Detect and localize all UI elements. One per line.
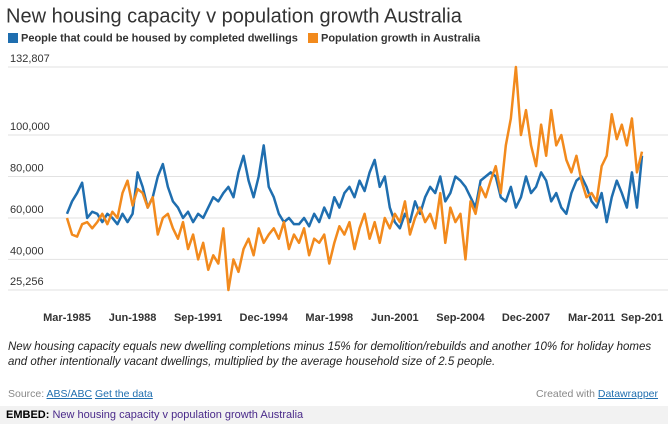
x-tick-label: Jun-2001 bbox=[371, 312, 419, 324]
y-tick-label: 40,000 bbox=[10, 245, 44, 257]
x-tick-label: Sep-1991 bbox=[174, 312, 222, 324]
source: Source: ABS/ABC Get the data bbox=[8, 388, 153, 400]
credit-link[interactable]: Datawrapper bbox=[597, 388, 658, 400]
chart: New housing capacity v population growth… bbox=[6, 5, 668, 324]
legend-swatch bbox=[8, 33, 18, 43]
x-tick-label: Dec-2007 bbox=[502, 312, 550, 324]
x-tick-label: Mar-2011 bbox=[568, 312, 615, 324]
x-tick-label: Mar-1998 bbox=[305, 312, 353, 324]
data-link[interactable]: Get the data bbox=[94, 388, 153, 400]
y-tick-label: 60,000 bbox=[10, 204, 44, 216]
y-tick-label: 100,000 bbox=[10, 121, 50, 133]
series-line bbox=[65, 144, 644, 230]
x-tick-label: Sep-201 bbox=[621, 312, 663, 324]
embed-title: New housing capacity v population growth… bbox=[52, 409, 304, 421]
source-link[interactable]: ABS/ABC bbox=[46, 388, 93, 400]
note: New housing capacity equals new dwelling… bbox=[8, 341, 652, 368]
legend-label: People that could be housed by completed… bbox=[21, 32, 298, 44]
series-line bbox=[65, 65, 644, 292]
x-tick-label: Sep-2004 bbox=[436, 312, 485, 324]
legend-label: Population growth in Australia bbox=[321, 32, 481, 44]
chart-title: New housing capacity v population growth… bbox=[6, 5, 463, 27]
y-tick-label: 132,807 bbox=[10, 53, 50, 65]
credit: Created with Datawrapper bbox=[536, 388, 658, 400]
source-label: Source: bbox=[8, 388, 45, 400]
credit-label: Created with bbox=[536, 388, 595, 400]
x-tick-label: Mar-1985 bbox=[43, 312, 91, 324]
x-tick-label: Dec-1994 bbox=[240, 312, 289, 324]
y-tick-label: 25,256 bbox=[10, 276, 44, 288]
x-tick-label: Jun-1988 bbox=[109, 312, 157, 324]
embed-bar: EMBED: New housing capacity v population… bbox=[0, 406, 668, 424]
embed-label: EMBED: bbox=[6, 409, 50, 421]
legend-swatch bbox=[308, 33, 318, 43]
y-tick-label: 80,000 bbox=[10, 162, 44, 174]
